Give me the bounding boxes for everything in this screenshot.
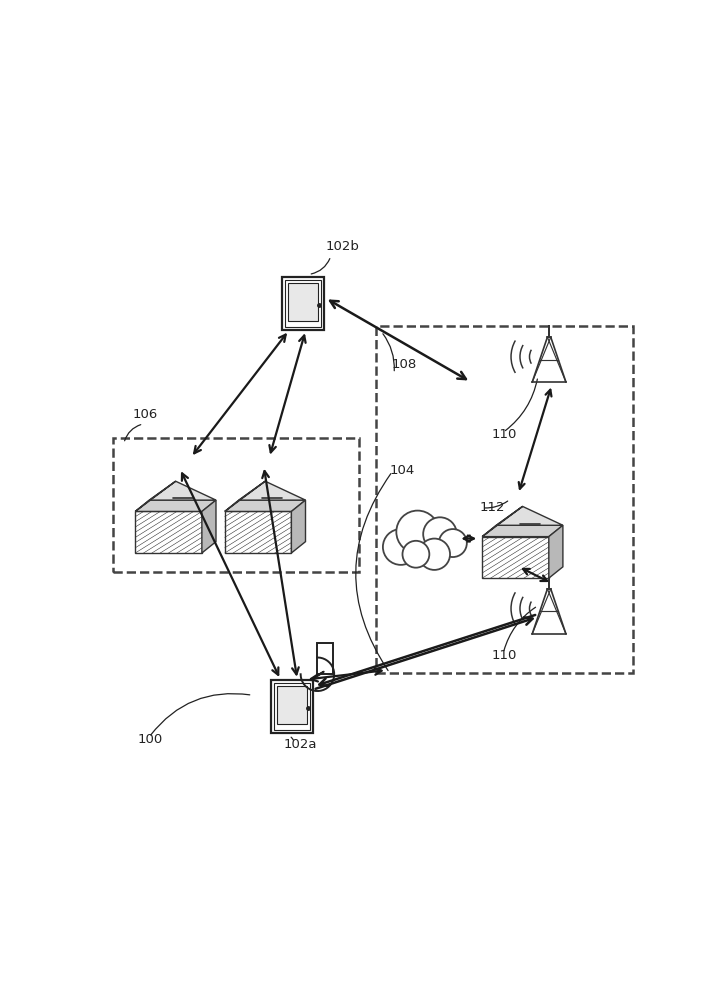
Text: 106: 106 — [132, 408, 157, 421]
FancyBboxPatch shape — [113, 438, 359, 572]
Bar — [318, 643, 333, 674]
Text: 102b: 102b — [325, 240, 359, 253]
Polygon shape — [549, 525, 563, 578]
Bar — [271, 680, 313, 733]
Text: 110: 110 — [492, 649, 518, 662]
Text: 102a: 102a — [283, 738, 317, 751]
Bar — [274, 683, 310, 730]
Polygon shape — [225, 500, 305, 511]
Polygon shape — [135, 500, 216, 511]
Polygon shape — [292, 500, 305, 553]
Text: 108: 108 — [391, 358, 417, 371]
Polygon shape — [482, 525, 563, 537]
Circle shape — [383, 529, 419, 565]
Polygon shape — [225, 481, 265, 511]
Circle shape — [396, 511, 439, 553]
Text: 112: 112 — [479, 501, 505, 514]
Polygon shape — [202, 500, 216, 553]
Polygon shape — [239, 481, 305, 500]
Text: 100: 100 — [138, 733, 163, 746]
Bar — [482, 537, 549, 578]
Bar — [135, 511, 202, 553]
Polygon shape — [482, 506, 523, 537]
Circle shape — [439, 529, 467, 557]
Circle shape — [402, 541, 430, 568]
Circle shape — [419, 539, 450, 570]
Text: 110: 110 — [492, 428, 518, 441]
FancyBboxPatch shape — [375, 326, 633, 673]
Polygon shape — [135, 481, 175, 511]
Bar — [225, 511, 292, 553]
Bar — [288, 283, 318, 321]
Bar — [282, 277, 324, 330]
Polygon shape — [149, 481, 216, 500]
Bar — [284, 280, 321, 327]
Circle shape — [423, 517, 457, 551]
Text: 104: 104 — [390, 464, 415, 477]
Polygon shape — [496, 506, 563, 525]
Bar — [277, 686, 307, 724]
